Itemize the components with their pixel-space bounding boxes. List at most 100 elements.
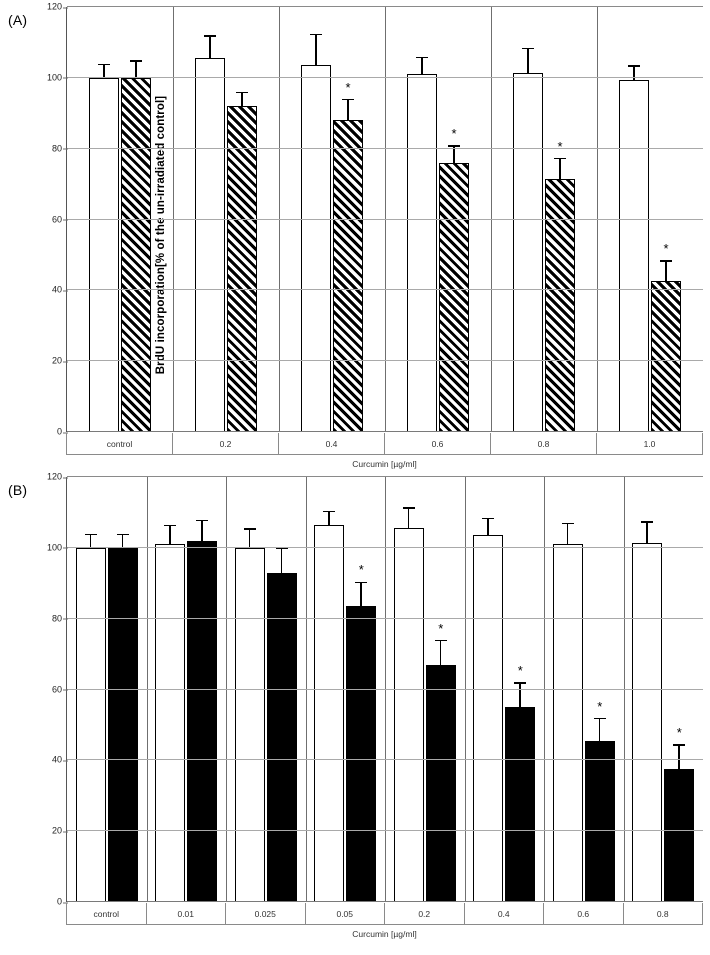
error-bar (339, 99, 357, 121)
error-bar (353, 581, 370, 607)
bar-hatched-0.2 (227, 106, 257, 432)
significance-marker: * (676, 725, 682, 741)
bar-group-control (67, 477, 147, 902)
bar-slot: * (425, 477, 456, 902)
bar-group-0.4: * (464, 477, 545, 902)
panel-b-x-categories: control 0.01 0.025 0.05 0.2 0.4 0.6 0.8 (66, 903, 703, 925)
bar-slot (121, 7, 151, 432)
panel-a: (A) BrdU incorporation[% of the un-irrad… (0, 0, 710, 470)
gridline-60: 60 (52, 215, 703, 224)
bar-group-1.0: * (597, 7, 703, 432)
bar-group-0.025 (226, 477, 306, 902)
bar-solid-0.4 (505, 707, 536, 902)
error-bar (519, 47, 537, 73)
y-tick-label-120: 120 (25, 472, 68, 482)
bar-group-control (67, 7, 173, 432)
bar-open-control (89, 77, 119, 432)
significance-marker: * (345, 80, 351, 96)
bar-slot: * (439, 7, 469, 432)
bar-slot: * (651, 7, 681, 432)
bar-solid-0.6 (584, 740, 615, 902)
error-bar (162, 524, 179, 545)
bar-open-0.05 (314, 524, 345, 902)
error-bar (273, 547, 291, 573)
bar-open-0.8 (632, 542, 663, 902)
bar-group-0.01 (146, 477, 227, 902)
bar-group-0.4: * (279, 7, 385, 432)
bar-hatched-1.0 (651, 281, 681, 432)
gridline-20: 20 (52, 356, 703, 365)
error-bar (127, 60, 145, 78)
error-bar (114, 533, 132, 548)
error-bar (241, 528, 259, 548)
x-category-0.2: 0.2 (384, 903, 464, 924)
error-bar (321, 510, 338, 525)
x-category-0.05: 0.05 (304, 903, 385, 924)
bar-slot: * (664, 477, 695, 902)
bar-slot (155, 477, 186, 902)
x-category-0.6: 0.6 (384, 433, 490, 454)
x-category-0.4: 0.4 (463, 903, 544, 924)
y-tick-label-60: 60 (25, 215, 68, 224)
x-category-0.2: 0.2 (172, 433, 278, 454)
bar-solid-0.8 (664, 769, 695, 902)
bar-slot (473, 477, 504, 902)
bar-open-0.6 (552, 544, 583, 902)
significance-marker: * (451, 126, 457, 142)
error-bar (445, 145, 463, 163)
bar-slot: * (545, 7, 575, 432)
bar-slot (266, 477, 297, 902)
error-bar (194, 519, 211, 541)
error-bar (413, 56, 431, 75)
x-category-0.8: 0.8 (622, 903, 703, 924)
error-bar (625, 65, 643, 80)
bar-group-0.6: * (544, 477, 624, 902)
bar-slot (187, 477, 218, 902)
error-bar (400, 507, 418, 529)
error-bar (432, 639, 450, 665)
bar-open-0.4 (473, 535, 504, 902)
y-tick-label-40: 40 (25, 755, 68, 765)
x-category-control: control (106, 438, 133, 449)
y-tick-label-20: 20 (25, 826, 68, 836)
significance-marker: * (597, 698, 603, 714)
bar-solid-0.2 (425, 664, 456, 902)
bar-slot (619, 7, 649, 432)
bar-open-0.4 (301, 65, 331, 432)
bar-slot (407, 7, 437, 432)
bar-solid-control (107, 547, 138, 902)
bar-slot: * (333, 7, 363, 432)
bar-open-0.2 (393, 528, 424, 902)
gridline-100: 100 (47, 543, 703, 552)
bar-group-0.2 (173, 7, 279, 432)
x-category-control: control (93, 908, 119, 919)
significance-marker: * (438, 620, 444, 636)
bar-slot (301, 7, 331, 432)
bar-group-0.8: * (623, 477, 704, 902)
bar-solid-0.05 (346, 606, 377, 902)
y-tick-label-100: 100 (25, 73, 68, 82)
y-tick-label-120: 120 (25, 2, 68, 12)
gridline-80: 80 (52, 144, 703, 153)
error-bar (591, 717, 609, 741)
gridline-80: 80 (52, 614, 703, 623)
y-tick-label-80: 80 (25, 144, 68, 153)
gridline-60: 60 (52, 685, 703, 694)
panel-b-bar-groups: * * * * * (67, 477, 703, 902)
error-bar (95, 63, 113, 78)
bar-slot: * (505, 477, 536, 902)
error-bar (657, 260, 675, 282)
bar-open-1.0 (619, 79, 649, 432)
bar-open-0.6 (407, 74, 437, 432)
panel-b-plot-area: * * * * * 0 20 40 60 80 100 120 (47, 472, 703, 906)
bar-group-0.8: * (491, 7, 597, 432)
gridline-120: 120 (47, 2, 703, 11)
y-tick-label-40: 40 (25, 285, 68, 295)
bar-hatched-0.4 (333, 120, 363, 432)
gridline-0: 0 (57, 427, 703, 436)
bar-slot (195, 7, 225, 432)
bar-slot (75, 477, 106, 902)
bar-hatched-0.8 (545, 178, 575, 432)
bar-solid-0.025 (266, 572, 297, 902)
